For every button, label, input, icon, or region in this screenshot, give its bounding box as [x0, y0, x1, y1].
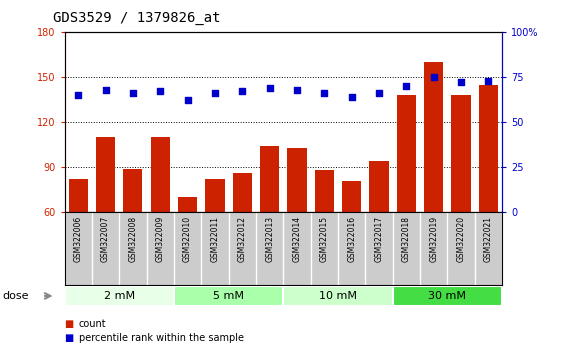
- Bar: [65, 286, 174, 306]
- Text: 10 mM: 10 mM: [319, 291, 357, 301]
- Point: [183, 98, 192, 103]
- Point: [375, 90, 384, 96]
- Point: [347, 94, 356, 100]
- Text: percentile rank within the sample: percentile rank within the sample: [79, 333, 243, 343]
- Text: GSM322011: GSM322011: [210, 216, 219, 262]
- Point: [238, 88, 247, 94]
- Point: [128, 90, 137, 96]
- Text: GSM322014: GSM322014: [292, 216, 301, 262]
- Point: [73, 92, 82, 98]
- Bar: [287, 148, 306, 303]
- Text: GDS3529 / 1379826_at: GDS3529 / 1379826_at: [53, 11, 221, 25]
- Text: 2 mM: 2 mM: [104, 291, 135, 301]
- Bar: [260, 146, 279, 303]
- Text: GSM322009: GSM322009: [156, 216, 165, 262]
- Point: [101, 87, 110, 92]
- Bar: [96, 137, 115, 303]
- Text: GSM322015: GSM322015: [320, 216, 329, 262]
- Bar: [123, 169, 142, 303]
- Bar: [283, 286, 393, 306]
- Text: ■: ■: [65, 333, 73, 343]
- Text: ■: ■: [65, 319, 73, 329]
- Bar: [342, 181, 361, 303]
- Text: count: count: [79, 319, 106, 329]
- Bar: [452, 95, 471, 303]
- Text: dose: dose: [3, 291, 29, 301]
- Point: [402, 83, 411, 89]
- Text: GSM322007: GSM322007: [101, 216, 110, 262]
- Point: [484, 78, 493, 84]
- Text: GSM322008: GSM322008: [128, 216, 137, 262]
- Bar: [233, 173, 252, 303]
- Text: GSM322020: GSM322020: [457, 216, 466, 262]
- Point: [156, 88, 165, 94]
- Bar: [397, 95, 416, 303]
- Point: [429, 74, 438, 80]
- Text: GSM322013: GSM322013: [265, 216, 274, 262]
- Text: GSM322021: GSM322021: [484, 216, 493, 262]
- Text: 30 mM: 30 mM: [429, 291, 466, 301]
- Text: GSM322012: GSM322012: [238, 216, 247, 262]
- Point: [265, 85, 274, 91]
- Point: [292, 87, 301, 92]
- Bar: [68, 179, 88, 303]
- Bar: [370, 161, 389, 303]
- Point: [210, 90, 219, 96]
- Text: GSM322018: GSM322018: [402, 216, 411, 262]
- Bar: [479, 85, 498, 303]
- Point: [457, 80, 466, 85]
- Bar: [393, 286, 502, 306]
- Bar: [205, 179, 224, 303]
- Bar: [424, 62, 443, 303]
- Text: 5 mM: 5 mM: [213, 291, 244, 301]
- Bar: [178, 198, 197, 303]
- Text: GSM322010: GSM322010: [183, 216, 192, 262]
- Bar: [151, 137, 170, 303]
- Text: GSM322017: GSM322017: [375, 216, 384, 262]
- Bar: [315, 170, 334, 303]
- Text: GSM322019: GSM322019: [429, 216, 438, 262]
- Point: [320, 90, 329, 96]
- Text: GSM322006: GSM322006: [73, 216, 82, 262]
- Bar: [174, 286, 283, 306]
- Text: GSM322016: GSM322016: [347, 216, 356, 262]
